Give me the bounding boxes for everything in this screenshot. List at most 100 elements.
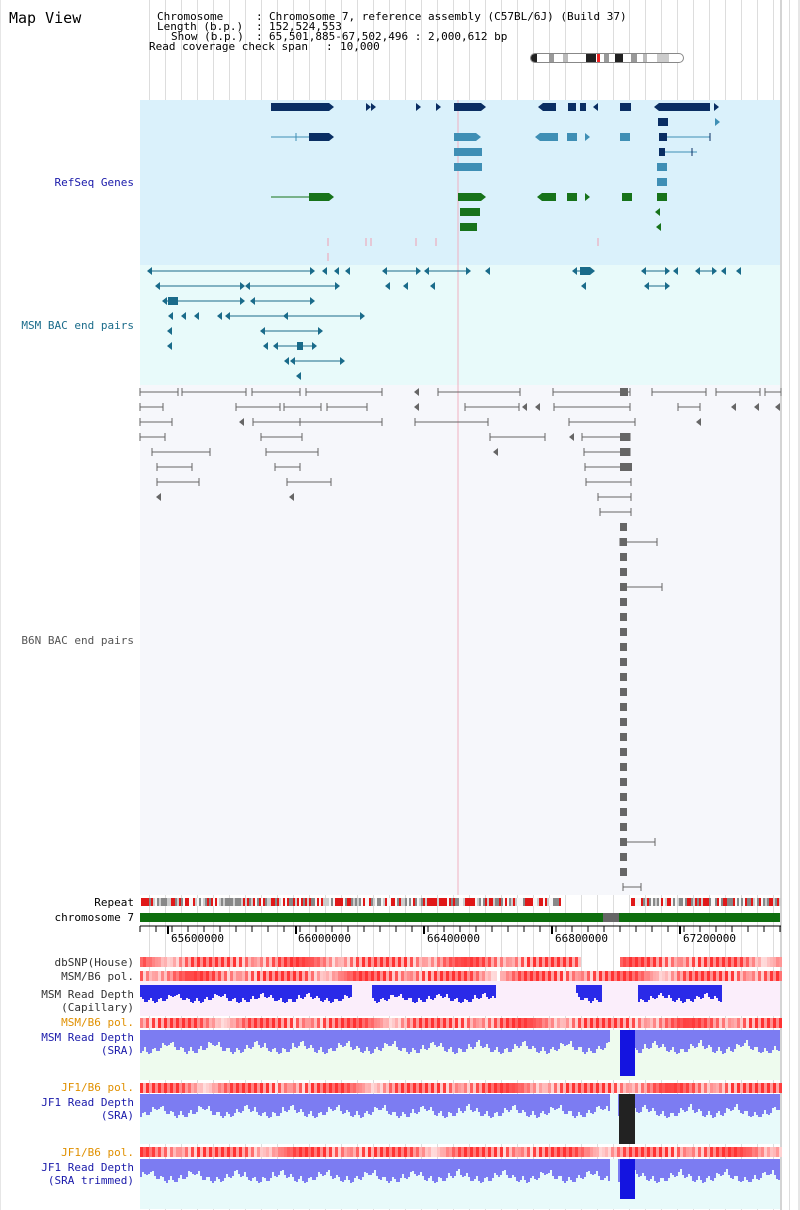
read-depth-bar — [384, 1159, 386, 1177]
read-depth-bar — [318, 1159, 320, 1172]
polymorphism-cell — [509, 1018, 512, 1028]
read-depth-bar — [282, 985, 284, 1002]
bac-end — [620, 808, 627, 816]
polymorphism-cell — [566, 957, 569, 967]
read-depth-bar — [234, 1159, 236, 1171]
read-depth-bar — [682, 1094, 684, 1110]
read-depth-bar — [158, 985, 160, 999]
read-depth-bar — [208, 1159, 210, 1177]
read-depth-bar — [508, 1030, 510, 1052]
polymorphism-cell — [326, 957, 329, 967]
polymorphism-cell — [713, 1018, 716, 1028]
chromosome-ideogram[interactable] — [530, 53, 684, 63]
read-depth-bar — [404, 985, 406, 1000]
strand-arrow — [167, 342, 172, 350]
polymorphism-cell — [758, 971, 761, 981]
strand-arrow — [655, 208, 660, 216]
polymorphism-cell — [170, 971, 173, 981]
polymorphism-cell — [500, 971, 503, 981]
repeat-segment — [521, 898, 523, 906]
read-depth-bar — [256, 1094, 258, 1112]
read-depth-bar — [454, 1159, 456, 1176]
polymorphism-cell — [686, 1083, 689, 1093]
polymorphism-cell — [164, 971, 167, 981]
repeat-segment — [509, 898, 511, 906]
read-depth-bar — [426, 985, 428, 999]
polymorphism-cell — [617, 971, 620, 981]
polymorphism-cell — [566, 971, 569, 981]
polymorphism-cell — [533, 1018, 536, 1028]
strand-arrow — [329, 103, 334, 111]
read-depth-bar — [150, 1094, 152, 1112]
polymorphism-cell — [416, 957, 419, 967]
read-depth-bar — [476, 985, 478, 998]
read-depth-bar — [642, 1159, 644, 1173]
polymorphism-cell — [425, 1147, 428, 1157]
polymorphism-cell — [686, 971, 689, 981]
polymorphism-cell — [167, 957, 170, 967]
read-depth-bar — [328, 1094, 330, 1107]
polymorphism-cell — [713, 971, 716, 981]
bac-end — [620, 778, 627, 786]
polymorphism-cell — [620, 957, 623, 967]
repeat-segment — [451, 898, 453, 906]
polymorphism-cell — [317, 1083, 320, 1093]
polymorphism-cell — [737, 1147, 740, 1157]
polymorphism-cell — [359, 957, 362, 967]
read-depth-bar — [672, 985, 674, 1001]
polymorphism-cell — [404, 1018, 407, 1028]
polymorphism-cell — [428, 957, 431, 967]
read-depth-bar — [218, 1159, 220, 1179]
read-depth-bar — [760, 1030, 762, 1053]
bac-end — [620, 823, 627, 831]
polymorphism-cell — [659, 1018, 662, 1028]
strand-arrow — [481, 103, 486, 111]
read-depth-bar — [444, 1159, 446, 1181]
read-depth-bar — [282, 1094, 284, 1107]
read-depth-bar — [644, 1159, 646, 1176]
read-depth-bar — [766, 1094, 768, 1114]
read-depth-bar — [642, 1030, 644, 1049]
read-depth-bar — [648, 1159, 650, 1181]
polymorphism-cell — [704, 971, 707, 981]
polymorphism-cell — [281, 957, 284, 967]
read-depth-bar — [490, 985, 492, 998]
read-depth-bar — [434, 985, 436, 998]
read-depth-bar — [730, 1030, 732, 1051]
polymorphism-cell — [587, 1018, 590, 1028]
repeat-segment — [379, 898, 381, 906]
polymorphism-cell — [188, 1147, 191, 1157]
read-depth-bar — [704, 1094, 706, 1117]
polymorphism-cell — [206, 1018, 209, 1028]
polymorphism-cell — [680, 957, 683, 967]
read-depth-bar — [166, 985, 168, 999]
repeat-segment — [481, 898, 483, 906]
bac-end — [620, 853, 627, 861]
read-depth-bar — [700, 1094, 702, 1111]
read-depth-bar — [498, 1030, 500, 1052]
read-depth-bar — [672, 1030, 674, 1047]
read-depth-bar — [488, 1159, 490, 1181]
read-depth-bar — [758, 1159, 760, 1180]
read-depth-bar — [376, 985, 378, 1003]
bac-end — [620, 433, 630, 441]
read-depth-bar — [228, 1094, 230, 1114]
strand-arrow — [585, 193, 590, 201]
repeat-segment — [217, 898, 219, 906]
read-depth-bar — [748, 1159, 750, 1182]
polymorphism-cell — [332, 1147, 335, 1157]
read-depth-bar — [462, 1030, 464, 1052]
read-depth-bar — [378, 985, 380, 1002]
read-depth-bar — [304, 1094, 306, 1116]
polymorphism-cell — [230, 1083, 233, 1093]
read-depth-bar — [274, 1159, 276, 1176]
read-depth-bar — [496, 1159, 498, 1175]
read-depth-bar — [494, 1030, 496, 1050]
read-depth-bar — [530, 1094, 532, 1115]
read-depth-bar — [476, 1094, 478, 1108]
read-depth-bar — [766, 1030, 768, 1051]
read-depth-bar — [432, 985, 434, 1000]
polymorphism-cell — [464, 971, 467, 981]
read-depth-bar — [608, 1159, 610, 1181]
